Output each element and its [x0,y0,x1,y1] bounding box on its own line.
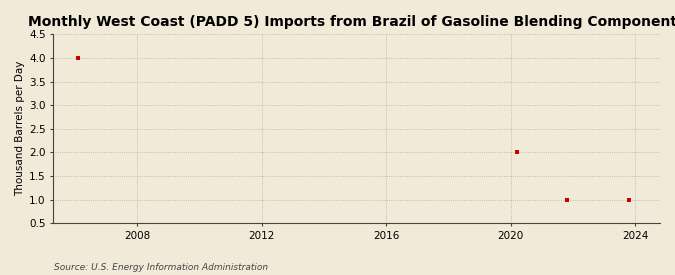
Point [562,197,572,202]
Point [624,197,634,202]
Text: Source: U.S. Energy Information Administration: Source: U.S. Energy Information Administ… [54,263,268,272]
Y-axis label: Thousand Barrels per Day: Thousand Barrels per Day [15,61,25,196]
Title: Monthly West Coast (PADD 5) Imports from Brazil of Gasoline Blending Components: Monthly West Coast (PADD 5) Imports from… [28,15,675,29]
Point [512,150,522,155]
Point [73,56,84,60]
